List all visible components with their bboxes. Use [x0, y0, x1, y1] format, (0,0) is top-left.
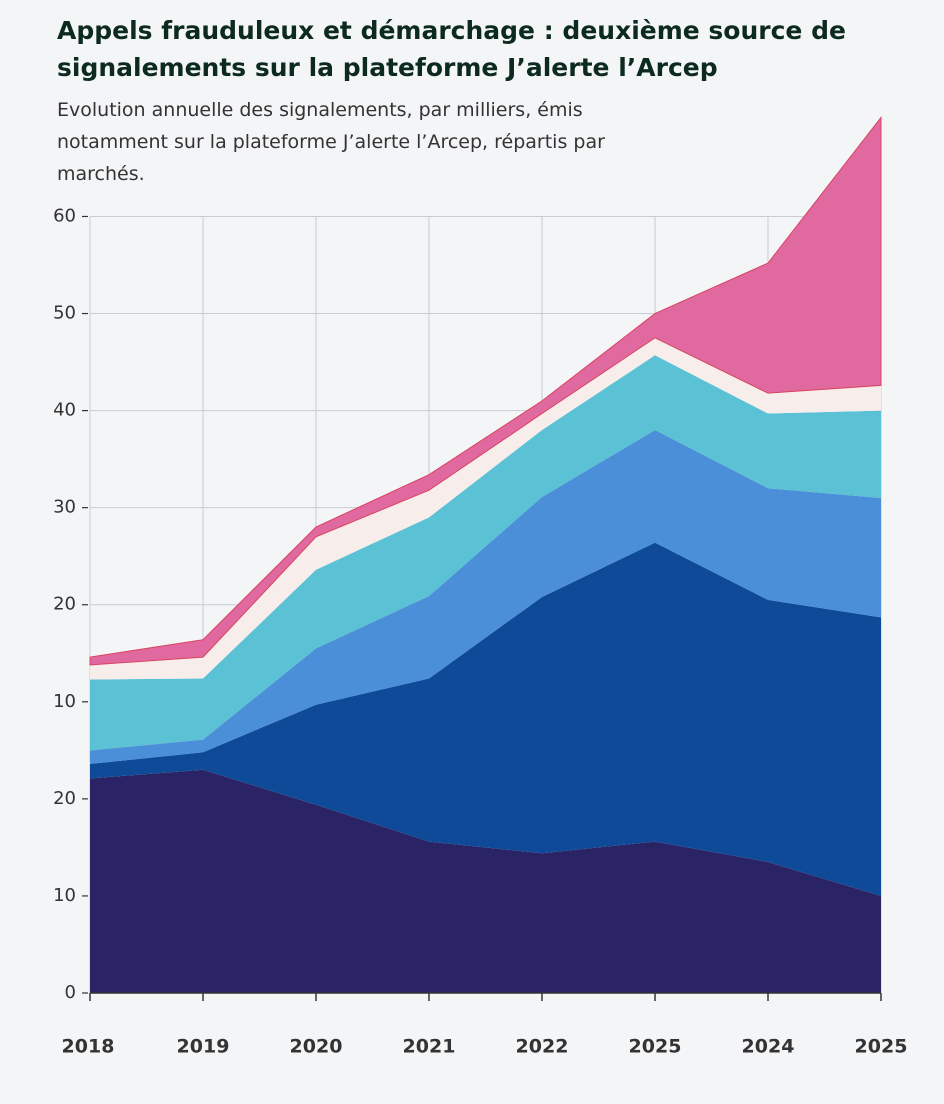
y-tick-label: 40 [53, 400, 76, 421]
y-tick-label: 20 [53, 594, 76, 615]
y-tick-label: 10 [53, 691, 76, 712]
area [90, 337, 881, 680]
y-tick-label: 50 [53, 303, 76, 324]
chart-subtitle: Evolution annuelle des signalements, par… [57, 99, 605, 185]
x-tick-label: 2021 [403, 1036, 456, 1058]
x-tick-label: 2020 [290, 1036, 343, 1058]
area [89, 116, 882, 666]
x-tick-label: 2025 [629, 1036, 682, 1058]
x-tick-label: 2024 [742, 1036, 795, 1058]
area [90, 769, 881, 993]
area [90, 542, 881, 896]
x-tick-label: 2019 [177, 1036, 230, 1058]
y-tick-label: 60 [53, 205, 76, 226]
y-tick-label: 10 [53, 885, 76, 906]
y-tick-label: 0 [65, 982, 76, 1003]
chart-title: Appels frauduleux et démarchage : deuxiè… [57, 16, 846, 82]
area [90, 430, 881, 764]
area [90, 355, 881, 751]
x-tick-label: 2025 [855, 1036, 908, 1058]
y-tick-label: 20 [53, 788, 76, 809]
x-tick-label: 2018 [62, 1036, 115, 1058]
x-tick-label: 2022 [516, 1036, 569, 1058]
y-tick-label: 30 [53, 497, 76, 518]
